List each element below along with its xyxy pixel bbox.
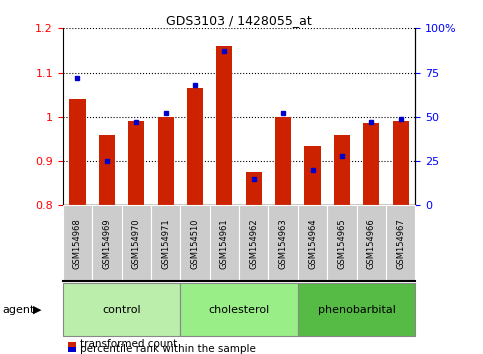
Bar bbox=[334, 135, 350, 205]
Text: GSM154969: GSM154969 bbox=[102, 218, 112, 269]
Text: GSM154964: GSM154964 bbox=[308, 218, 317, 269]
Bar bbox=[246, 172, 262, 205]
Text: transformed count: transformed count bbox=[80, 339, 177, 349]
Bar bbox=[216, 46, 232, 205]
Text: GSM154962: GSM154962 bbox=[249, 218, 258, 269]
Bar bbox=[70, 99, 85, 205]
Text: GSM154968: GSM154968 bbox=[73, 218, 82, 269]
Bar bbox=[128, 121, 144, 205]
Text: GSM154970: GSM154970 bbox=[132, 218, 141, 269]
Text: GSM154963: GSM154963 bbox=[279, 218, 288, 269]
Bar bbox=[304, 145, 321, 205]
Text: cholesterol: cholesterol bbox=[209, 305, 270, 315]
Bar bbox=[157, 117, 174, 205]
Bar bbox=[363, 124, 379, 205]
Text: phenobarbital: phenobarbital bbox=[318, 305, 396, 315]
Text: GSM154967: GSM154967 bbox=[396, 218, 405, 269]
Text: GSM154961: GSM154961 bbox=[220, 218, 229, 269]
Bar bbox=[275, 117, 291, 205]
Bar bbox=[99, 135, 115, 205]
Text: GSM154971: GSM154971 bbox=[161, 218, 170, 269]
Text: ▶: ▶ bbox=[33, 305, 42, 315]
Text: control: control bbox=[102, 305, 141, 315]
Text: GSM154966: GSM154966 bbox=[367, 218, 376, 269]
Text: percentile rank within the sample: percentile rank within the sample bbox=[80, 344, 256, 354]
Bar bbox=[393, 121, 409, 205]
Title: GDS3103 / 1428055_at: GDS3103 / 1428055_at bbox=[166, 14, 312, 27]
Text: GSM154510: GSM154510 bbox=[190, 218, 199, 269]
Text: GSM154965: GSM154965 bbox=[338, 218, 346, 269]
Bar bbox=[187, 88, 203, 205]
Text: agent: agent bbox=[2, 305, 35, 315]
